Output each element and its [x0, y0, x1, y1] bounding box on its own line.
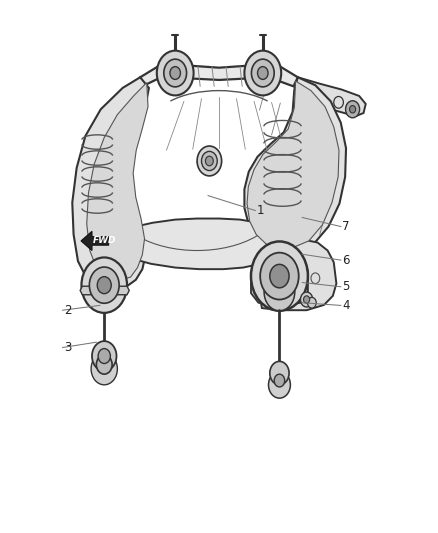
Circle shape — [89, 267, 119, 303]
Text: 2: 2 — [64, 304, 72, 317]
Polygon shape — [81, 231, 109, 251]
Circle shape — [164, 59, 187, 87]
Circle shape — [170, 67, 180, 79]
Text: 5: 5 — [343, 280, 350, 293]
Circle shape — [270, 264, 289, 288]
Polygon shape — [105, 219, 289, 269]
Circle shape — [270, 361, 289, 385]
Circle shape — [201, 151, 217, 171]
Polygon shape — [258, 240, 336, 310]
Text: FWD: FWD — [93, 237, 117, 245]
Circle shape — [274, 374, 285, 387]
Circle shape — [97, 277, 111, 294]
Circle shape — [307, 297, 316, 308]
Circle shape — [268, 372, 290, 398]
Polygon shape — [72, 77, 149, 290]
Polygon shape — [80, 286, 129, 295]
Circle shape — [251, 241, 308, 311]
Circle shape — [92, 341, 117, 371]
Circle shape — [197, 146, 222, 176]
Circle shape — [244, 51, 281, 95]
Circle shape — [264, 273, 295, 311]
Circle shape — [96, 355, 112, 374]
Text: 3: 3 — [64, 341, 71, 354]
Polygon shape — [296, 77, 366, 116]
Circle shape — [294, 264, 308, 281]
Circle shape — [346, 101, 360, 118]
Polygon shape — [247, 81, 339, 248]
Circle shape — [98, 349, 110, 364]
Text: 1: 1 — [257, 204, 265, 217]
Polygon shape — [140, 66, 298, 86]
Text: 6: 6 — [342, 254, 350, 266]
Circle shape — [304, 296, 310, 303]
Circle shape — [81, 257, 127, 313]
Polygon shape — [251, 277, 308, 306]
Circle shape — [258, 67, 268, 79]
Circle shape — [205, 156, 213, 166]
Circle shape — [251, 59, 274, 87]
Text: 7: 7 — [342, 220, 350, 233]
Circle shape — [300, 292, 313, 307]
Polygon shape — [87, 83, 148, 280]
Circle shape — [350, 106, 356, 113]
Circle shape — [260, 253, 299, 300]
Circle shape — [91, 353, 117, 385]
Polygon shape — [244, 77, 346, 252]
Circle shape — [157, 51, 194, 95]
Text: 4: 4 — [342, 299, 350, 312]
